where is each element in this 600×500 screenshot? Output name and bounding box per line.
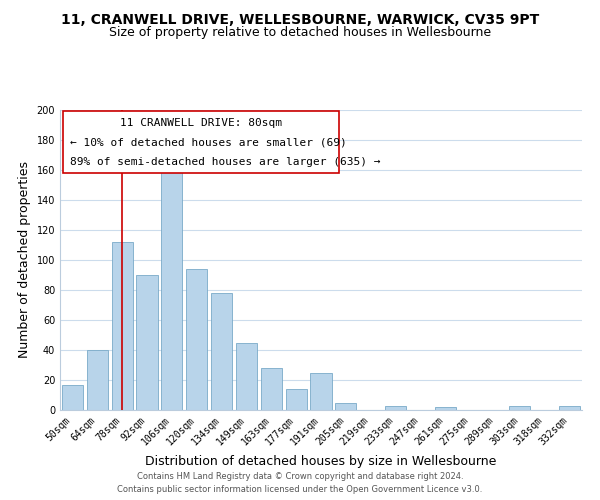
Text: Contains HM Land Registry data © Crown copyright and database right 2024.: Contains HM Land Registry data © Crown c… (137, 472, 463, 481)
Bar (509, 406, 530, 410)
Bar (261, 368, 282, 410)
Text: Contains public sector information licensed under the Open Government Licence v3: Contains public sector information licen… (118, 485, 482, 494)
Bar (112, 242, 133, 410)
Bar (335, 402, 356, 410)
Text: Size of property relative to detached houses in Wellesbourne: Size of property relative to detached ho… (109, 26, 491, 39)
Bar (385, 406, 406, 410)
Bar (236, 342, 257, 410)
Bar (286, 389, 307, 410)
Text: 89% of semi-detached houses are larger (635) →: 89% of semi-detached houses are larger (… (70, 158, 381, 168)
Bar (136, 275, 158, 410)
Bar (161, 166, 182, 410)
X-axis label: Distribution of detached houses by size in Wellesbourne: Distribution of detached houses by size … (145, 455, 497, 468)
Bar (559, 406, 580, 410)
Text: 11, CRANWELL DRIVE, WELLESBOURNE, WARWICK, CV35 9PT: 11, CRANWELL DRIVE, WELLESBOURNE, WARWIC… (61, 12, 539, 26)
FancyBboxPatch shape (62, 112, 339, 173)
Text: ← 10% of detached houses are smaller (69): ← 10% of detached houses are smaller (69… (70, 138, 347, 148)
Bar (87, 350, 108, 410)
Bar (435, 407, 456, 410)
Y-axis label: Number of detached properties: Number of detached properties (18, 162, 31, 358)
Text: 11 CRANWELL DRIVE: 80sqm: 11 CRANWELL DRIVE: 80sqm (120, 118, 282, 128)
Bar (211, 293, 232, 410)
Bar (62, 384, 83, 410)
Bar (310, 372, 332, 410)
Bar (186, 269, 207, 410)
